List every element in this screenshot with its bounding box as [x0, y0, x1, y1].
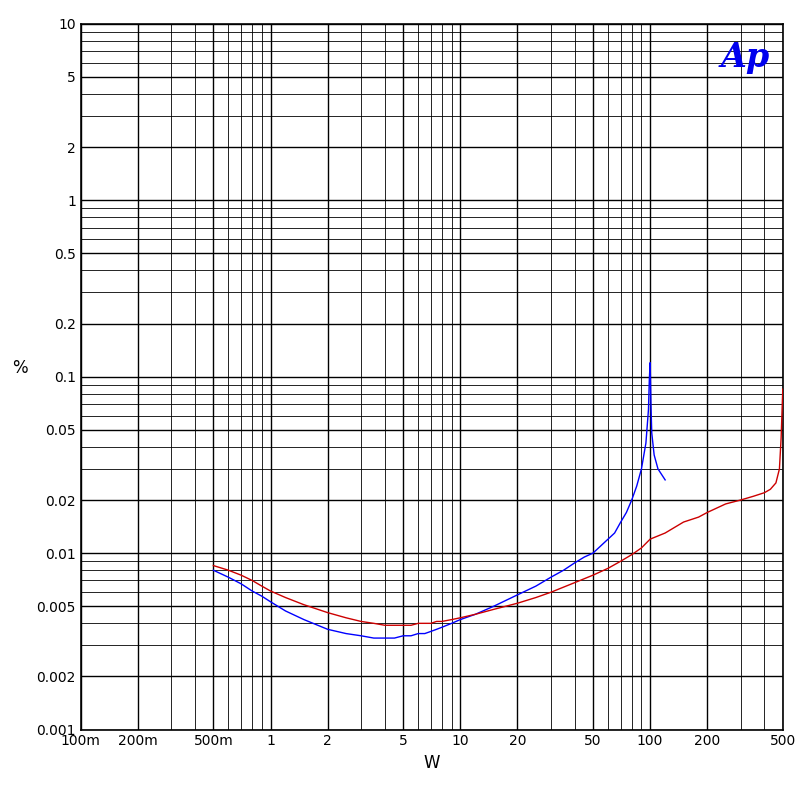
Y-axis label: %: % — [12, 358, 27, 377]
Text: Ap: Ap — [721, 41, 770, 75]
X-axis label: W: W — [424, 754, 440, 772]
